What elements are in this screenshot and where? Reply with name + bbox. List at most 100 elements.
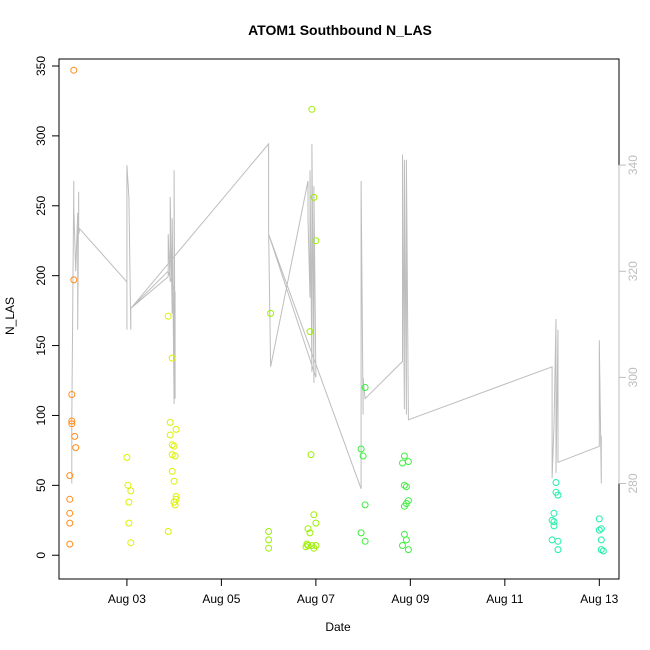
chart-title: ATOM1 Southbound N_LAS xyxy=(248,22,432,38)
data-point xyxy=(400,530,408,538)
data-point xyxy=(168,441,176,449)
x-axis: Aug 03 Aug 05 Aug 07 Aug 09 Aug 11 Aug 13 xyxy=(108,578,619,606)
y-tick-label: 150 xyxy=(34,335,48,355)
y2-tick-label: 280 xyxy=(626,473,640,493)
data-point xyxy=(304,525,312,533)
data-point xyxy=(357,445,365,453)
y2-series-line xyxy=(71,142,602,489)
y2-tick-label: 300 xyxy=(626,367,640,387)
data-point xyxy=(404,546,412,554)
data-point xyxy=(70,276,78,284)
y2-axis: 280 300 320 340 xyxy=(618,155,640,494)
y-tick-label: 50 xyxy=(34,478,48,492)
data-point xyxy=(265,544,273,552)
data-point xyxy=(267,309,275,317)
y-axis-label: N_LAS xyxy=(3,297,17,335)
data-point xyxy=(70,66,78,74)
y2-tick-label: 340 xyxy=(626,155,640,175)
data-point xyxy=(66,519,74,527)
data-point xyxy=(400,452,408,460)
data-point xyxy=(312,237,320,245)
data-point xyxy=(66,495,74,503)
data-point xyxy=(359,452,367,460)
data-point xyxy=(68,391,76,398)
data-point xyxy=(308,105,316,113)
data-point xyxy=(66,472,74,480)
data-point xyxy=(166,418,174,426)
data-point xyxy=(402,483,410,491)
data-point xyxy=(71,432,79,440)
data-point xyxy=(595,515,603,523)
data-point xyxy=(168,467,176,475)
data-point xyxy=(68,417,76,425)
data-point xyxy=(125,519,133,527)
data-point xyxy=(168,354,176,362)
data-point xyxy=(310,193,318,201)
data-point xyxy=(361,501,369,509)
data-point xyxy=(595,526,603,534)
data-point xyxy=(172,425,180,433)
data-point xyxy=(304,542,312,549)
data-point xyxy=(123,453,131,461)
data-point xyxy=(127,487,135,495)
data-point xyxy=(68,420,76,428)
data-point xyxy=(597,536,605,544)
data-point xyxy=(548,536,556,544)
data-point xyxy=(265,536,273,544)
data-point xyxy=(554,491,562,499)
data-point xyxy=(402,536,410,544)
data-point xyxy=(550,522,558,530)
data-point xyxy=(172,495,180,503)
data-point xyxy=(66,509,74,517)
data-point xyxy=(72,444,80,452)
data-point xyxy=(166,431,174,439)
y2-tick-label: 320 xyxy=(626,261,640,281)
x-tick-label: Aug 09 xyxy=(391,592,429,606)
data-point xyxy=(550,518,558,526)
y-tick-label: 0 xyxy=(34,552,48,559)
data-point xyxy=(357,529,365,537)
data-point xyxy=(548,516,556,524)
data-point xyxy=(127,539,135,547)
x-tick-label: Aug 05 xyxy=(202,592,240,606)
y-tick-label: 200 xyxy=(34,265,48,285)
data-point xyxy=(361,537,369,545)
data-point xyxy=(312,542,320,549)
x-tick-label: Aug 11 xyxy=(486,592,523,606)
data-point xyxy=(164,528,172,535)
data-point xyxy=(265,528,273,535)
x-tick-label: Aug 03 xyxy=(108,592,146,606)
y-tick-label: 100 xyxy=(34,405,48,425)
y-tick-label: 350 xyxy=(34,56,48,76)
data-point xyxy=(550,509,558,517)
data-point xyxy=(597,525,605,533)
y-tick-label: 250 xyxy=(34,195,48,215)
y-axis: 0 50 100 150 200 250 300 350 xyxy=(34,56,60,559)
data-point xyxy=(66,540,74,548)
plot-frame xyxy=(58,58,620,580)
data-point xyxy=(554,546,562,554)
data-point xyxy=(361,384,369,391)
x-axis-label: Date xyxy=(325,620,351,634)
data-point xyxy=(399,542,406,549)
data-point xyxy=(172,493,180,500)
points-layer xyxy=(66,66,607,555)
data-point xyxy=(170,477,178,485)
data-point xyxy=(306,529,314,537)
data-point xyxy=(310,511,318,519)
data-point xyxy=(404,458,412,466)
data-point xyxy=(171,452,179,460)
y2-line-layer xyxy=(71,142,602,489)
data-point xyxy=(554,537,562,545)
data-point xyxy=(307,451,315,459)
data-point xyxy=(599,547,607,555)
data-point xyxy=(125,498,133,506)
x-tick-label: Aug 13 xyxy=(580,592,618,606)
data-point xyxy=(170,442,178,450)
data-point xyxy=(597,546,605,554)
y-tick-label: 300 xyxy=(34,126,48,146)
data-point xyxy=(312,519,320,527)
data-point xyxy=(400,481,408,489)
